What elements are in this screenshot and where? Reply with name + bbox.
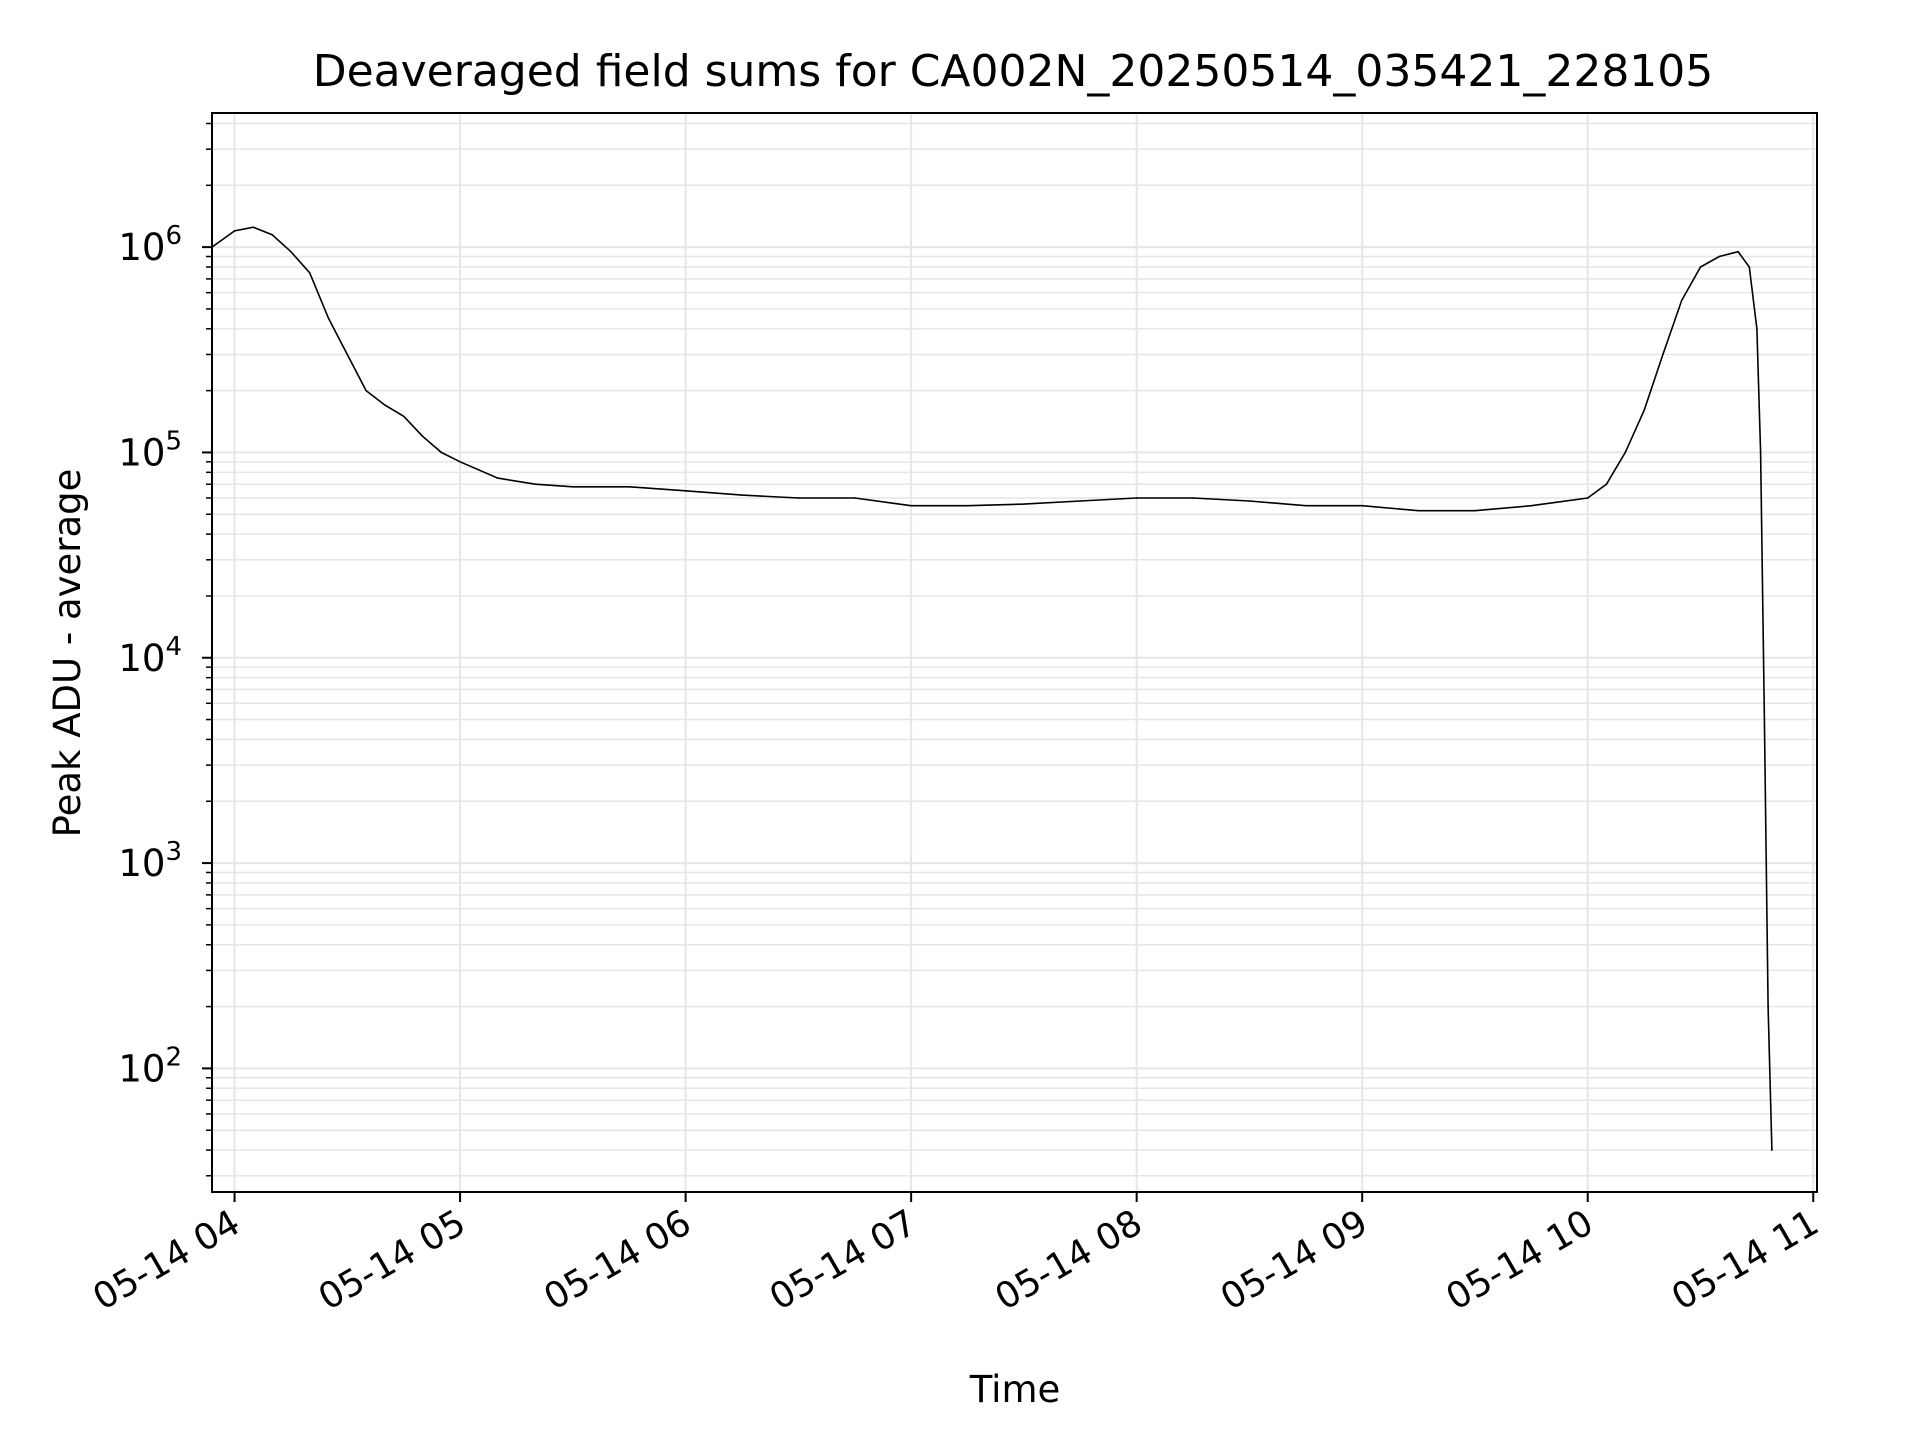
series-point bbox=[440, 451, 443, 454]
series-point bbox=[384, 404, 386, 406]
series-point bbox=[1737, 250, 1739, 253]
grid bbox=[212, 113, 1817, 1192]
series-point bbox=[308, 271, 311, 274]
series-point bbox=[1756, 328, 1758, 330]
series-point bbox=[1586, 497, 1589, 499]
series-point bbox=[741, 494, 743, 496]
series-point bbox=[1699, 266, 1702, 268]
series-point bbox=[910, 504, 912, 507]
series-point bbox=[1192, 497, 1194, 499]
series-point bbox=[1662, 353, 1664, 356]
y-axis-ticks: 102 103 104 105 106 bbox=[118, 122, 212, 1177]
series-point bbox=[1305, 504, 1307, 507]
series-point bbox=[797, 497, 800, 499]
series-point bbox=[1624, 451, 1627, 454]
series-point bbox=[1023, 503, 1025, 505]
series-point bbox=[271, 233, 273, 236]
series-point bbox=[1643, 409, 1645, 412]
series-point bbox=[1530, 504, 1533, 507]
series-point bbox=[1759, 451, 1762, 454]
series-point bbox=[1767, 1005, 1769, 1008]
series-point bbox=[853, 497, 856, 499]
series-point bbox=[402, 415, 405, 418]
series-point bbox=[365, 389, 367, 392]
series-point bbox=[496, 477, 499, 479]
series-point bbox=[1680, 299, 1683, 302]
y-tick-label: 105 bbox=[118, 426, 182, 474]
series-point bbox=[346, 353, 349, 356]
series-point bbox=[459, 461, 461, 463]
series-point bbox=[327, 317, 330, 320]
series-point bbox=[1474, 509, 1476, 512]
x-axis-label: Time bbox=[969, 1368, 1061, 1411]
series-point bbox=[290, 250, 292, 253]
series-point bbox=[1135, 497, 1138, 499]
y-tick-label: 102 bbox=[118, 1042, 182, 1090]
chart-title: Deaveraged field sums for CA002N_2025051… bbox=[313, 46, 1714, 97]
series-point bbox=[534, 483, 537, 486]
series-point bbox=[1771, 1149, 1773, 1151]
y-tick-label: 104 bbox=[118, 632, 182, 680]
y-axis-label: Peak ADU - average bbox=[46, 469, 89, 838]
series-point bbox=[1718, 255, 1721, 258]
series-point bbox=[1361, 504, 1363, 507]
y-tick-label: 103 bbox=[118, 837, 182, 885]
y-tick-label: 106 bbox=[118, 221, 182, 269]
data-series bbox=[212, 226, 1773, 1151]
series-point bbox=[966, 504, 969, 507]
series-point bbox=[1763, 718, 1766, 721]
series-point bbox=[684, 490, 687, 492]
series-point bbox=[628, 486, 631, 488]
series-point bbox=[1079, 500, 1082, 502]
series-point bbox=[1417, 509, 1420, 512]
series-point bbox=[1748, 266, 1751, 268]
series-point bbox=[252, 226, 255, 229]
plot-frame bbox=[211, 112, 1818, 1193]
series-point bbox=[572, 486, 574, 488]
series-point bbox=[421, 435, 424, 437]
series-point bbox=[1248, 500, 1251, 502]
series-point bbox=[1605, 483, 1608, 486]
series-point bbox=[233, 230, 236, 232]
